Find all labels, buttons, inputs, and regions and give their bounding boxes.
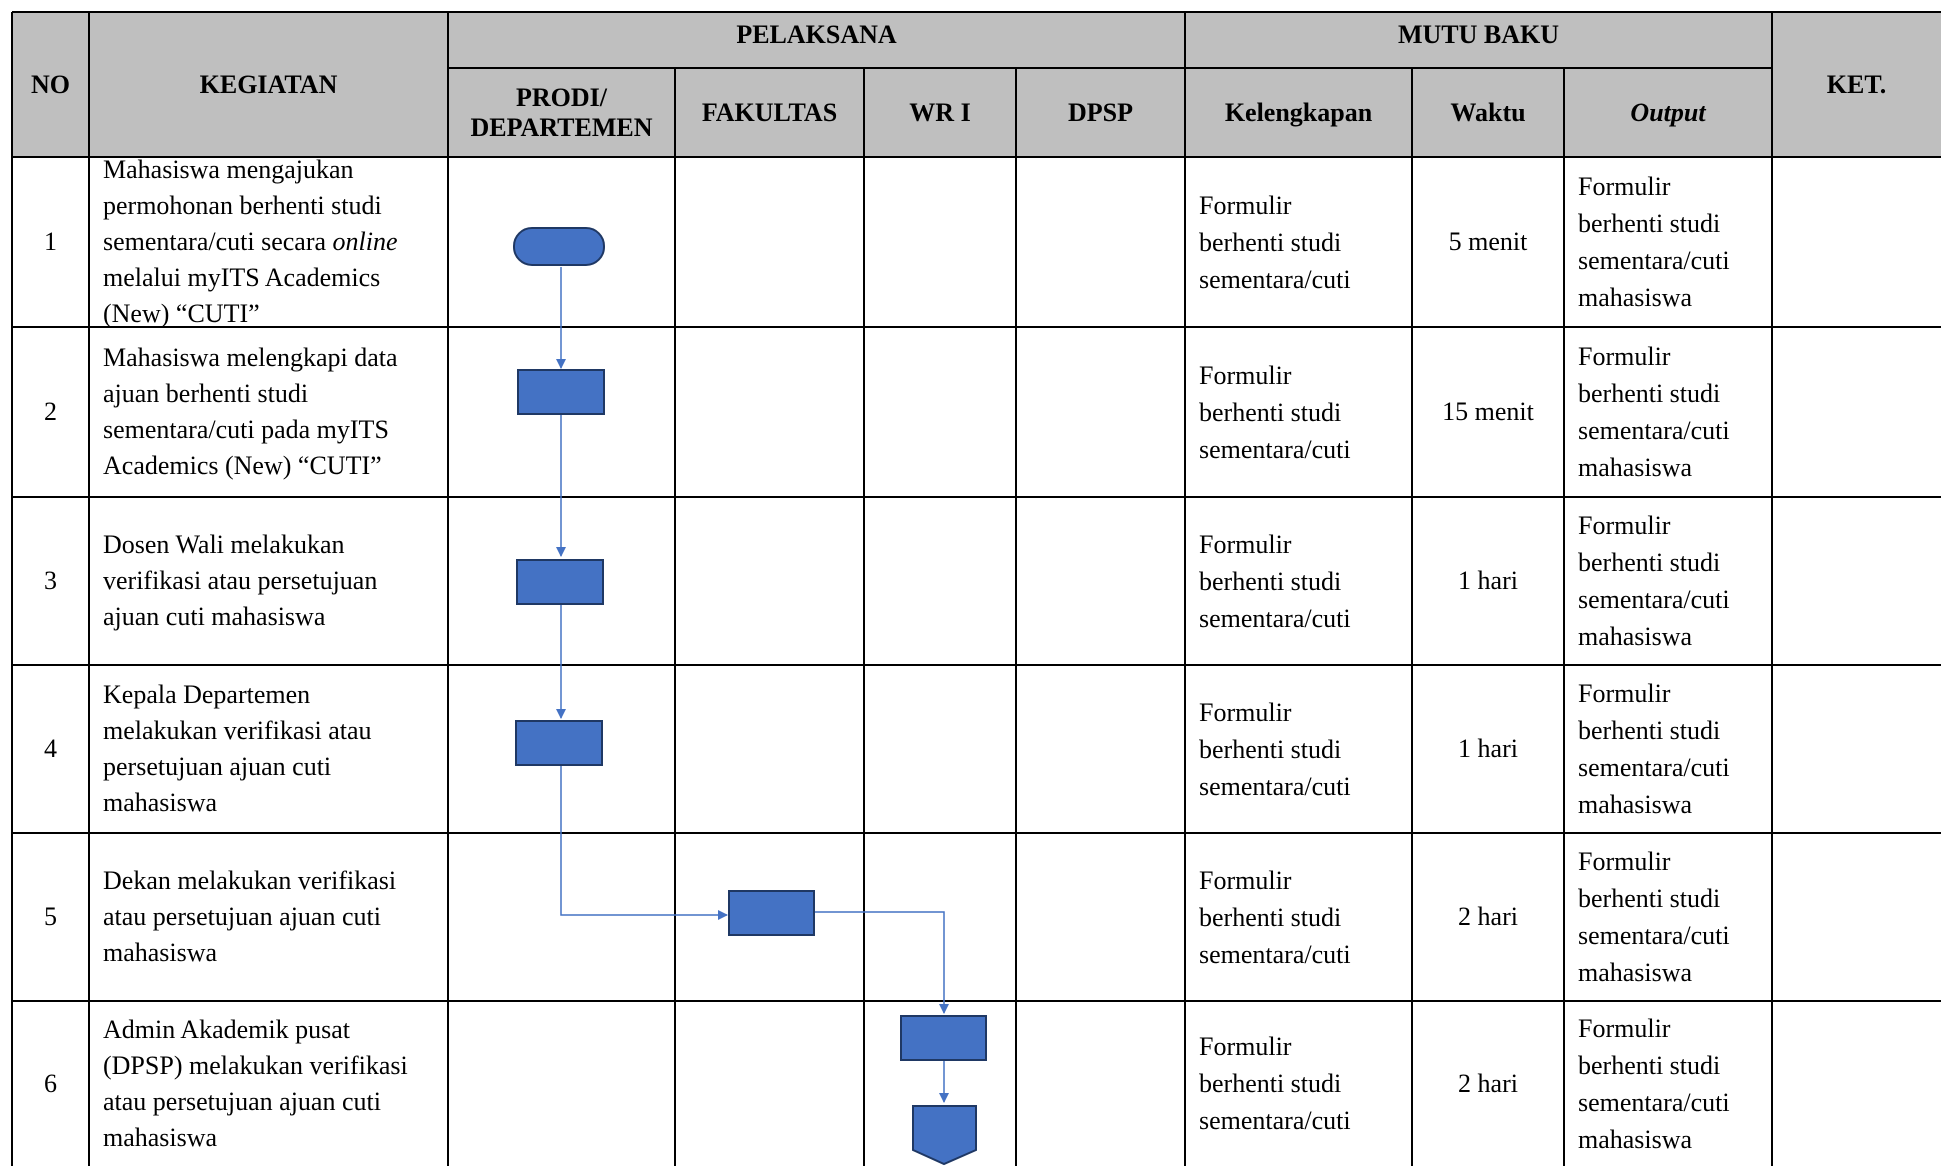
row-5-kegiatan: Dekan melakukan verifikasi atau persetuj… [103, 866, 397, 967]
connector-5-6 [814, 911, 949, 1014]
process-box-step-6 [900, 1015, 987, 1061]
row-4-output: Formulir berhenti studi sementara/cuti m… [1578, 679, 1730, 819]
row-1-kegiatan: Mahasiswa mengajukan permohonan berhenti… [89, 155, 448, 328]
row-1-kegiatan-text: Mahasiswa mengajukan permohonan berhenti… [103, 152, 448, 332]
header-output: Output [1564, 68, 1772, 157]
header-ket: KET. [1772, 12, 1941, 157]
row-6-kegiatan: Admin Akademik pusat (DPSP) melakukan ve… [103, 1014, 408, 1152]
row-3-kelengkapan: Formulir berhenti studi sementara/cuti [1199, 529, 1351, 633]
row-5-output: Formulir berhenti studi sementara/cuti m… [1578, 847, 1730, 987]
header-kelengkapan: Kelengkapan [1185, 68, 1412, 157]
row-4-no: 4 [44, 734, 57, 763]
offpage-connector-shape [912, 1105, 977, 1166]
row-3-kegiatan: Dosen Wali melakukan verifikasi atau per… [103, 530, 378, 631]
row-3-waktu: 1 hari [1458, 566, 1518, 595]
header-wr1: WR I [864, 68, 1016, 157]
row-1-kelengkapan: Formulir berhenti studi sementara/cuti [1199, 190, 1351, 294]
row-2-no: 2 [44, 397, 57, 426]
row-1-kegiatan-part-a: Mahasiswa mengajukan permohonan berhenti… [103, 155, 382, 256]
row-6-kelengkapan: Formulir berhenti studi sementara/cuti [1199, 1032, 1351, 1135]
row-2-output: Formulir berhenti studi sementara/cuti m… [1578, 342, 1730, 482]
header-prodi: PRODI/ DEPARTEMEN [448, 68, 675, 157]
row-6-waktu: 2 hari [1458, 1068, 1518, 1098]
row-5-kelengkapan: Formulir berhenti studi sementara/cuti [1199, 865, 1351, 969]
row-1-kegiatan-italic: online [332, 227, 398, 256]
row-2-kegiatan: Mahasiswa melengkapi data ajuan berhenti… [103, 343, 398, 480]
connector-4-5 [560, 765, 728, 920]
row-6-output: Formulir berhenti studi sementara/cuti m… [1578, 1013, 1730, 1154]
process-box-step-2 [517, 369, 605, 415]
flow-shapes [513, 227, 987, 1166]
row-5-no: 5 [44, 902, 57, 931]
row-4-kelengkapan: Formulir berhenti studi sementara/cuti [1199, 697, 1351, 801]
table-grid [11, 11, 1941, 1166]
row-1-no: 1 [44, 227, 57, 256]
header-fakultas: FAKULTAS [675, 68, 864, 157]
row-4-waktu: 1 hari [1458, 734, 1518, 763]
row-1-output: Formulir berhenti studi sementara/cuti m… [1578, 172, 1730, 312]
row-3-output: Formulir berhenti studi sementara/cuti m… [1578, 511, 1730, 651]
header-prodi-line1: PRODI/ [516, 82, 607, 112]
row-1-kegiatan-part-b: melalui myITS Academics (New) “CUTI” [103, 263, 381, 328]
start-terminator-shape [513, 227, 605, 266]
header-dpsp: DPSP [1016, 68, 1185, 157]
process-box-step-3 [516, 559, 604, 605]
row-2-waktu: 15 menit [1442, 397, 1534, 426]
header-pelaksana: PELAKSANA [448, 12, 1185, 68]
row-1-waktu: 5 menit [1448, 227, 1528, 256]
header-kegiatan: KEGIATAN [89, 12, 448, 157]
header-prodi-line2: DEPARTEMEN [470, 112, 653, 142]
row-4-kegiatan: Kepala Departemen melakukan verifikasi a… [103, 680, 372, 817]
header-waktu: Waktu [1412, 68, 1564, 157]
process-box-step-4 [515, 720, 603, 766]
row-6-no: 6 [44, 1068, 57, 1098]
header-mutu-baku: MUTU BAKU [1185, 12, 1772, 68]
header-no: NO [12, 12, 89, 157]
row-2-kelengkapan: Formulir berhenti studi sementara/cuti [1199, 360, 1351, 464]
row-5-waktu: 2 hari [1458, 902, 1518, 931]
flow-connectors [556, 267, 949, 1103]
process-box-step-5 [728, 890, 815, 936]
row-3-no: 3 [44, 566, 57, 595]
